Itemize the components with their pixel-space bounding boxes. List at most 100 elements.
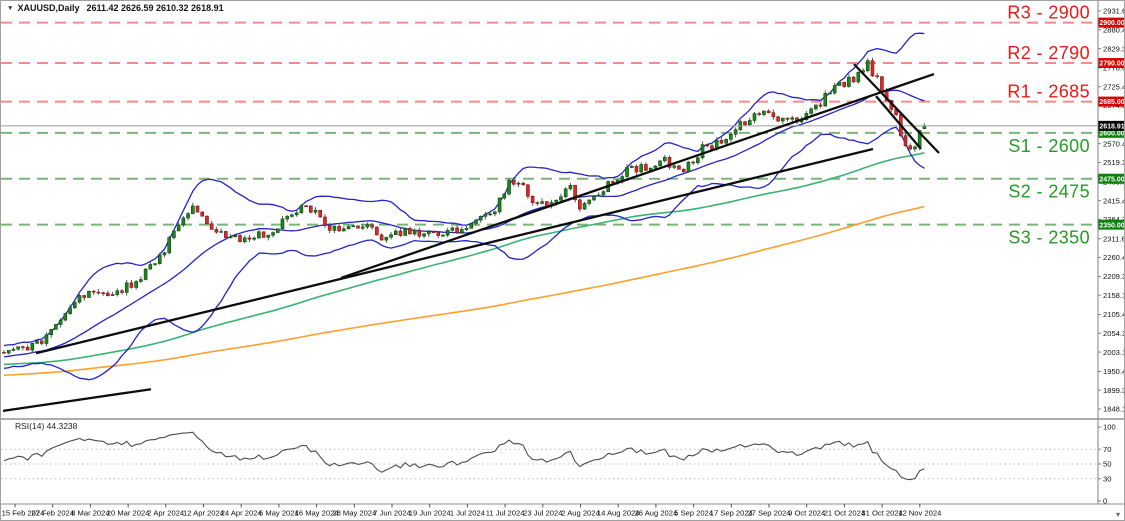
price-tick-label: 2054.30: [1103, 329, 1125, 338]
trendline-minor-left-segment[interactable]: [2, 388, 152, 413]
bull-candle: [134, 281, 138, 288]
bull-candle: [823, 92, 828, 107]
trendline-primary-uptrend[interactable]: [35, 147, 874, 355]
date-tick-label: 7 Jun 2024: [373, 509, 411, 518]
bull-candle: [478, 216, 483, 221]
bear-candle: [903, 135, 908, 146]
bull-candle: [233, 235, 238, 238]
trendline-wedge-lower[interactable]: [875, 95, 922, 150]
bull-candle: [540, 201, 544, 204]
bear-candle: [21, 346, 25, 348]
level-badge-s2-text: 2475.00: [1099, 176, 1124, 183]
level-label-s1: S1 - 2600: [1008, 136, 1090, 156]
bear-candle: [521, 182, 526, 186]
bull-candle: [445, 230, 450, 236]
bull-candle: [780, 117, 785, 122]
bull-candle: [662, 157, 667, 162]
bear-candle: [370, 224, 374, 228]
date-tick-label: 19 Jun 2024: [409, 509, 451, 518]
date-tick-label: 1 Jul 2024: [450, 509, 485, 518]
level-badge-r3-text: 2900.00: [1099, 20, 1124, 27]
bull-candle: [77, 295, 82, 303]
date-scroll-corner-icon[interactable]: ▾: [1116, 510, 1120, 519]
bull-candle: [441, 234, 445, 237]
bear-candle: [2, 352, 6, 354]
bear-candle: [106, 292, 110, 296]
level-badge-s3-text: 2350.00: [1099, 222, 1124, 229]
bull-candle: [412, 229, 417, 235]
bull-candle: [592, 195, 596, 201]
bull-candle: [629, 166, 634, 168]
price-tick-label: 2776.60: [1103, 64, 1125, 73]
bear-candle: [224, 231, 228, 238]
bull-candle: [11, 348, 16, 351]
bear-candle: [880, 76, 884, 92]
bull-candle: [157, 254, 162, 264]
bull-candle: [653, 165, 658, 169]
date-tick-label: 16 May 2024: [295, 509, 339, 518]
price-tick-label: 2260.45: [1103, 253, 1125, 262]
bull-candle: [762, 110, 766, 115]
bull-candle: [814, 104, 818, 110]
bear-candle: [818, 104, 823, 107]
bear-candle: [82, 295, 87, 298]
bull-candle: [176, 224, 181, 232]
date-tick-label: 12 Apr 2024: [183, 509, 224, 518]
bull-candle: [625, 167, 629, 177]
bull-candle: [809, 108, 813, 114]
price-tick-label: 2829.30: [1103, 44, 1125, 53]
bull-candle: [30, 343, 35, 351]
bull-candle: [153, 263, 157, 265]
bear-candle: [195, 205, 200, 213]
bull-candle: [360, 226, 365, 229]
bollinger-lower-band: [3, 126, 925, 381]
price-tick-label: 1899.30: [1103, 386, 1125, 395]
bull-candle: [497, 197, 502, 213]
price-tick-label: 2880.45: [1103, 25, 1125, 34]
bull-candle: [554, 199, 559, 203]
bull-candle: [346, 226, 351, 230]
bear-candle: [39, 340, 44, 344]
bear-candle: [681, 168, 686, 173]
bull-candle: [422, 233, 426, 237]
bollinger-middle-band: [3, 89, 925, 358]
trendline-wedge-upper[interactable]: [853, 63, 940, 154]
rsi-tick-label: 0: [1103, 497, 1107, 506]
date-tick-label: 14 Aug 2024: [597, 509, 640, 518]
symbol-period-label: XAUUSD,Daily: [17, 3, 80, 13]
bear-candle: [667, 157, 672, 168]
bull-candle: [110, 294, 115, 296]
bull-candle: [181, 217, 186, 226]
level-label-s2: S2 - 2475: [1008, 182, 1090, 202]
bull-candle: [275, 228, 280, 233]
bull-candle: [502, 193, 507, 199]
bear-candle: [875, 75, 880, 78]
trendline-secondary-uptrend[interactable]: [340, 72, 935, 280]
price-tick-label: 1848.15: [1103, 405, 1125, 414]
bear-candle: [408, 228, 412, 235]
bull-candle: [847, 76, 851, 87]
bull-candle: [559, 196, 563, 201]
bear-candle: [766, 110, 771, 113]
bull-candle: [507, 180, 511, 195]
bull-candle: [568, 185, 573, 190]
bull-candle: [639, 164, 644, 173]
level-badge-s1-text: 2600.00: [1099, 130, 1124, 137]
date-tick-label: 2 Apr 2024: [147, 509, 184, 518]
bull-candle: [596, 194, 601, 197]
bear-candle: [101, 292, 105, 295]
bear-candle: [398, 230, 403, 236]
bear-candle: [578, 199, 582, 210]
bear-candle: [247, 237, 252, 240]
bear-candle: [238, 235, 242, 243]
collapse-triangle-icon[interactable]: ▼: [7, 5, 14, 12]
bull-candle: [672, 165, 677, 168]
bull-candle: [856, 71, 861, 83]
bull-candle: [294, 212, 299, 216]
bear-candle: [851, 76, 856, 83]
level-badge-r2-rect: [1098, 58, 1124, 69]
bull-candle: [733, 129, 738, 135]
bull-candle: [285, 216, 290, 220]
